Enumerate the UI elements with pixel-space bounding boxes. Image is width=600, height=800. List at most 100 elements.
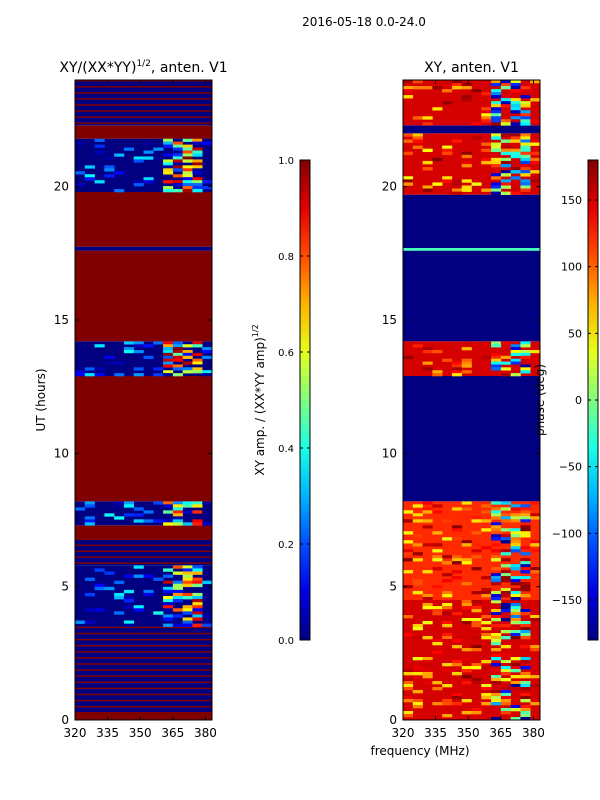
heatmap-cell [491,101,502,105]
heatmap-cell [75,370,86,374]
heatmap-cell [432,373,443,377]
colorbar-tick-label: 0.4 [278,444,294,455]
heatmap-cell [143,150,154,154]
heatmap-cell [412,516,423,520]
heatmap-cell [481,693,492,697]
heatmap-cell [163,623,174,627]
heatmap-cell [491,80,502,84]
heatmap-cell [192,602,203,606]
heatmap-cell [192,364,203,368]
heatmap-cell [481,696,492,700]
heatmap-cell [442,594,453,598]
heatmap-cell [432,510,443,514]
heatmap-cell [192,159,203,163]
heatmap-cell [172,373,183,377]
heatmap-cell [520,151,531,156]
heatmap-cell [192,504,203,508]
y-tick-label: 0 [61,713,69,727]
heatmap-cell [172,364,183,368]
heatmap-cell [500,642,511,646]
heatmap-cell [481,660,492,664]
panel-title: XY, anten. V1 [424,60,519,76]
heatmap-cell [520,546,531,550]
heatmap-cell [461,341,472,345]
heatmap-cell [461,540,472,544]
heatmap-cell [403,95,414,99]
heatmap-cell [422,86,433,90]
heatmap-cell [510,612,521,616]
heatmap-cell [442,101,453,105]
heatmap-cell [403,672,414,676]
heatmap-cell [471,549,482,553]
heatmap-cell [182,144,193,148]
heatmap-cell [491,690,502,694]
heatmap-cell [510,657,521,661]
heatmap-cell [412,702,423,706]
heatmap-cell [114,171,125,175]
heatmap-cell [75,171,86,175]
heatmap-cell [442,639,453,643]
heatmap-cell [471,516,482,520]
heatmap-cell [451,361,463,365]
heatmap-cell [510,588,521,592]
heatmap-cell [192,177,203,181]
heatmap-cell [461,361,472,365]
heatmap-cell [143,344,154,348]
heatmap-cell [192,565,203,569]
heatmap-cell [412,579,423,583]
heatmap-cell [163,370,174,374]
heatmap-cell [143,592,154,597]
heatmap-cell [510,549,521,553]
heatmap-cell [172,352,183,357]
heatmap-cell [510,170,521,174]
heatmap-cell [491,164,502,168]
heatmap-cell [510,591,521,595]
heatmap-cell [123,504,135,508]
heatmap-cell [403,585,414,589]
heatmap-cell [153,147,164,151]
heatmap-cell [192,501,203,505]
heatmap-cell [163,355,174,359]
heatmap-cell [163,144,174,148]
colorbar-tick-label: 0.0 [278,636,294,647]
heatmap-cell [520,367,531,371]
heatmap-cell [491,119,502,123]
heatmap-cell [510,687,521,691]
heatmap-cell [412,591,423,595]
heatmap-cell [172,180,183,184]
heatmap-cell [182,605,193,609]
heatmap-cell [461,151,472,156]
heatmap-cell [491,525,502,529]
colorbar-tick-label: −150 [552,594,582,607]
heatmap-cell [192,596,203,600]
heatmap-cell [114,580,125,585]
heatmap-cell [451,696,463,700]
heatmap-cell [491,122,502,126]
heatmap-cell [153,373,164,377]
heatmap-cell [182,150,193,154]
heatmap-cell [510,567,521,571]
heatmap-cell [520,86,531,90]
heatmap-cell [442,663,453,667]
heatmap-cell [403,699,414,703]
heatmap-cell [500,507,511,511]
heatmap-cell [163,350,174,354]
heatmap-cell [94,180,105,184]
heatmap-cell [491,717,502,721]
heatmap-cell [133,156,144,160]
heatmap-cell [422,519,433,523]
heatmap-cell [471,663,482,667]
heatmap-band [75,525,212,539]
heatmap-cell [520,534,531,538]
heatmap-cell [432,157,443,162]
heatmap-cell [520,148,531,153]
heatmap-stripe [75,80,212,82]
heatmap-cell [163,168,174,172]
heatmap-cell [451,555,463,559]
heatmap-cell [491,609,502,613]
heatmap-stripe [75,116,212,118]
heatmap-cell [500,576,511,580]
heatmap-cell [163,189,174,193]
heatmap-cell [491,344,502,348]
heatmap-cell [500,636,511,640]
